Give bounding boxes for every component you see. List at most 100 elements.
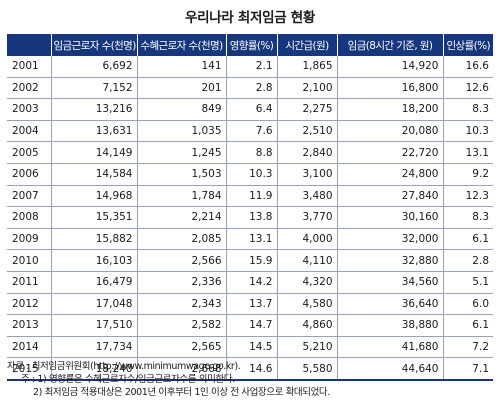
daily-wage-cell: 16,800 <box>337 77 444 100</box>
notes: 자료 : 최저임금위원회(http://www.minimumwage.go.k… <box>7 360 330 399</box>
hourly-wage-cell: 3,770 <box>277 206 338 229</box>
year-cell: 2013 <box>7 314 52 337</box>
table-row: 2010 16,103 2,566 15.9 4,110 32,880 2.8 <box>7 249 493 272</box>
year-cell: 2015 <box>7 357 52 381</box>
increase-rate-cell: 12.6 <box>443 77 493 100</box>
impact-rate-cell: 7.6 <box>226 120 278 143</box>
beneficiaries-cell: 2,668 <box>137 357 227 381</box>
header-hourly-wage: 시간급(원) <box>277 34 338 56</box>
wage-workers-cell: 14,149 <box>51 141 138 164</box>
header-daily-wage: 임금(8시간 기준, 원) <box>337 34 444 56</box>
hourly-wage-cell: 5,210 <box>277 336 338 359</box>
hourly-wage-cell: 4,860 <box>277 314 338 337</box>
daily-wage-cell: 18,200 <box>337 98 444 121</box>
table-row: 2012 17,048 2,343 13.7 4,580 36,640 6.0 <box>7 293 493 316</box>
increase-rate-cell: 6.0 <box>443 293 493 316</box>
footnote-2: 2) 최저임금 적용대상은 2001년 이후부터 1인 이상 전 사업장으로 확… <box>33 387 330 398</box>
table-row: 2002 7,152 201 2.8 2,100 16,800 12.6 <box>7 77 493 100</box>
beneficiaries-cell: 2,343 <box>137 293 227 316</box>
hourly-wage-cell: 2,510 <box>277 120 338 143</box>
hourly-wage-cell: 4,110 <box>277 249 338 272</box>
table-row: 2015 18,240 2,668 14.6 5,580 44,640 7.1 <box>7 357 493 381</box>
header-increase-rate: 인상률(%) <box>443 34 493 56</box>
header-wage-workers: 임금근로자 수(천명) <box>51 34 138 56</box>
daily-wage-cell: 41,680 <box>337 336 444 359</box>
wage-workers-cell: 16,479 <box>51 271 138 294</box>
daily-wage-cell: 27,840 <box>337 185 444 208</box>
source-note: 자료 : 최저임금위원회(http://www.minimumwage.go.k… <box>7 361 241 372</box>
impact-rate-cell: 2.1 <box>226 56 278 78</box>
year-cell: 2001 <box>7 56 52 78</box>
minimum-wage-table: 임금근로자 수(천명) 수혜근로자 수(천명) 영향률(%) 시간급(원) 임금… <box>7 34 493 381</box>
year-cell: 2006 <box>7 163 52 186</box>
hourly-wage-cell: 4,580 <box>277 293 338 316</box>
hourly-wage-cell: 2,275 <box>277 98 338 121</box>
table-row: 2009 15,882 2,085 13.1 4,000 32,000 6.1 <box>7 228 493 251</box>
table-row: 2008 15,351 2,214 13.8 3,770 30,160 8.3 <box>7 206 493 229</box>
year-cell: 2007 <box>7 185 52 208</box>
table-row: 2007 14,968 1,784 11.9 3,480 27,840 12.3 <box>7 185 493 208</box>
increase-rate-cell: 7.1 <box>443 357 493 381</box>
header-year <box>7 34 52 56</box>
wage-workers-cell: 17,048 <box>51 293 138 316</box>
hourly-wage-cell: 4,000 <box>277 228 338 251</box>
impact-rate-cell: 13.8 <box>226 206 278 229</box>
beneficiaries-cell: 2,085 <box>137 228 227 251</box>
table-row: 2003 13,216 849 6.4 2,275 18,200 8.3 <box>7 98 493 121</box>
increase-rate-cell: 7.2 <box>443 336 493 359</box>
daily-wage-cell: 44,640 <box>337 357 444 381</box>
beneficiaries-cell: 1,035 <box>137 120 227 143</box>
wage-workers-cell: 16,103 <box>51 249 138 272</box>
wage-workers-cell: 18,240 <box>51 357 138 381</box>
impact-rate-cell: 14.5 <box>226 336 278 359</box>
year-cell: 2011 <box>7 271 52 294</box>
impact-rate-cell: 6.4 <box>226 98 278 121</box>
hourly-wage-cell: 4,320 <box>277 271 338 294</box>
year-cell: 2010 <box>7 249 52 272</box>
increase-rate-cell: 12.3 <box>443 185 493 208</box>
daily-wage-cell: 24,800 <box>337 163 444 186</box>
hourly-wage-cell: 2,840 <box>277 141 338 164</box>
daily-wage-cell: 14,920 <box>337 56 444 78</box>
wage-workers-cell: 6,692 <box>51 56 138 78</box>
wage-workers-cell: 14,968 <box>51 185 138 208</box>
daily-wage-cell: 22,720 <box>337 141 444 164</box>
hourly-wage-cell: 2,100 <box>277 77 338 100</box>
wage-workers-cell: 17,734 <box>51 336 138 359</box>
impact-rate-cell: 10.3 <box>226 163 278 186</box>
year-cell: 2005 <box>7 141 52 164</box>
table-row: 2005 14,149 1,245 8.8 2,840 22,720 13.1 <box>7 141 493 164</box>
increase-rate-cell: 8.3 <box>443 98 493 121</box>
impact-rate-cell: 15.9 <box>226 249 278 272</box>
increase-rate-cell: 9.2 <box>443 163 493 186</box>
hourly-wage-cell: 5,580 <box>277 357 338 381</box>
impact-rate-cell: 2.8 <box>226 77 278 100</box>
beneficiaries-cell: 201 <box>137 77 227 100</box>
table-row: 2013 17,510 2,582 14.7 4,860 38,880 6.1 <box>7 314 493 337</box>
beneficiaries-cell: 1,503 <box>137 163 227 186</box>
year-cell: 2008 <box>7 206 52 229</box>
increase-rate-cell: 6.1 <box>443 314 493 337</box>
table-title: 우리나라 최저임금 현황 <box>185 10 315 26</box>
beneficiaries-cell: 1,245 <box>137 141 227 164</box>
wage-workers-cell: 13,631 <box>51 120 138 143</box>
increase-rate-cell: 13.1 <box>443 141 493 164</box>
year-cell: 2009 <box>7 228 52 251</box>
impact-rate-cell: 14.2 <box>226 271 278 294</box>
header-impact-rate: 영향률(%) <box>226 34 278 56</box>
beneficiaries-cell: 2,566 <box>137 249 227 272</box>
increase-rate-cell: 16.6 <box>443 56 493 78</box>
table-row: 2006 14,584 1,503 10.3 3,100 24,800 9.2 <box>7 163 493 186</box>
table-row: 2011 16,479 2,336 14.2 4,320 34,560 5.1 <box>7 271 493 294</box>
increase-rate-cell: 10.3 <box>443 120 493 143</box>
daily-wage-cell: 32,880 <box>337 249 444 272</box>
daily-wage-cell: 30,160 <box>337 206 444 229</box>
beneficiaries-cell: 2,336 <box>137 271 227 294</box>
impact-rate-cell: 13.7 <box>226 293 278 316</box>
increase-rate-cell: 2.8 <box>443 249 493 272</box>
table-body: 2001 6,692 141 2.1 1,865 14,920 16.6 2002 7,152 2… <box>7 56 493 381</box>
beneficiaries-cell: 849 <box>137 98 227 121</box>
year-cell: 2012 <box>7 293 52 316</box>
wage-workers-cell: 15,882 <box>51 228 138 251</box>
